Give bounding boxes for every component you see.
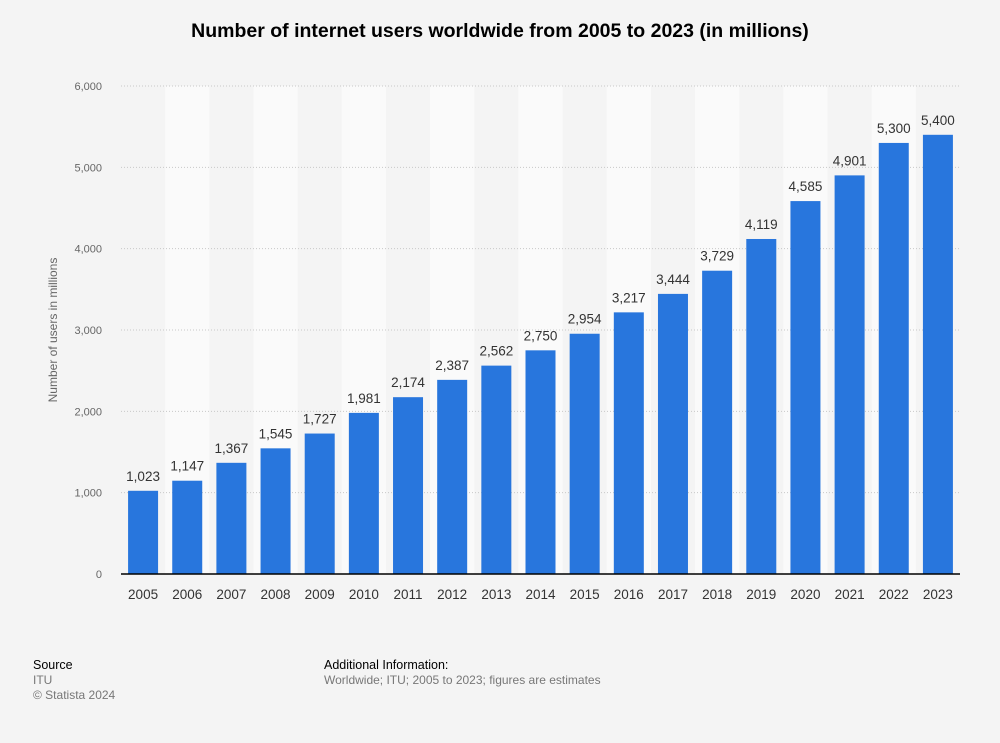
data-label: 5,400 [921, 113, 955, 128]
y-tick-label: 2,000 [74, 406, 102, 418]
x-tick-label: 2013 [481, 587, 511, 602]
bar [128, 490, 159, 574]
x-tick-label: 2023 [923, 587, 953, 602]
chart-title: Number of internet users worldwide from … [191, 20, 809, 42]
bar [216, 462, 247, 574]
copyright-text: © Statista 2024 [33, 688, 116, 702]
data-label: 4,901 [833, 153, 867, 168]
x-tick-label: 2016 [614, 587, 644, 602]
data-label: 2,750 [524, 328, 558, 343]
x-tick-label: 2005 [128, 587, 158, 602]
x-tick-label: 2011 [394, 587, 423, 602]
bar [702, 270, 733, 574]
data-label: 1,367 [214, 441, 248, 456]
source-block: Source ITU © Statista 2024 [33, 658, 115, 703]
data-label: 2,387 [435, 358, 469, 373]
y-tick-label: 1,000 [74, 488, 102, 500]
x-tick-label: 2006 [172, 587, 202, 602]
x-tick-label: 2009 [305, 587, 335, 602]
bar [393, 397, 424, 574]
bar [746, 238, 777, 574]
x-tick-label: 2022 [879, 587, 909, 602]
bar [481, 365, 512, 574]
y-tick-label: 3,000 [74, 325, 102, 337]
additional-info-heading: Additional Information: [324, 658, 449, 672]
x-tick-label: 2017 [658, 587, 688, 602]
bar [569, 333, 600, 574]
source-heading: Source [33, 658, 73, 672]
data-label: 1,023 [126, 469, 160, 484]
data-label: 1,981 [347, 391, 381, 406]
x-tick-label: 2007 [216, 587, 246, 602]
bar [790, 201, 821, 574]
bar [878, 142, 909, 574]
data-label: 5,300 [877, 121, 911, 136]
data-label: 2,954 [568, 312, 602, 327]
bar [613, 312, 644, 574]
x-tick-label: 2008 [261, 587, 291, 602]
x-tick-label: 2021 [835, 587, 865, 602]
y-tick-label: 0 [96, 569, 102, 581]
data-label: 1,545 [259, 426, 293, 441]
x-tick-label: 2012 [437, 587, 467, 602]
data-label: 2,174 [391, 375, 425, 390]
bar [657, 293, 688, 574]
data-label: 3,729 [700, 249, 734, 264]
bar [348, 412, 379, 574]
bar [437, 379, 468, 574]
x-tick-label: 2019 [746, 587, 776, 602]
x-tick-label: 2010 [349, 587, 379, 602]
data-label: 3,444 [656, 272, 690, 287]
bar [304, 433, 335, 574]
data-label: 1,147 [170, 459, 204, 474]
x-tick-label: 2014 [525, 587, 556, 602]
data-label: 2,562 [479, 344, 513, 359]
bar [525, 350, 556, 574]
y-tick-label: 5,000 [74, 162, 102, 174]
x-tick-label: 2020 [790, 587, 820, 602]
x-tick-label: 2018 [702, 587, 732, 602]
y-tick-label: 4,000 [74, 244, 102, 256]
bar [834, 175, 865, 575]
data-label: 3,217 [612, 290, 646, 305]
bar [922, 134, 953, 575]
y-axis-title: Number of users in millions [46, 258, 60, 403]
additional-info-text: Worldwide; ITU; 2005 to 2023; figures ar… [324, 673, 601, 687]
data-label: 4,585 [789, 179, 823, 194]
y-tick-label: 6,000 [74, 81, 102, 93]
data-label: 4,119 [745, 217, 778, 232]
bar [260, 448, 291, 574]
source-name: ITU [33, 673, 53, 687]
data-label: 1,727 [303, 412, 337, 427]
x-tick-label: 2015 [570, 587, 600, 602]
additional-info-block: Additional Information: Worldwide; ITU; … [324, 658, 601, 688]
bar [172, 480, 203, 574]
